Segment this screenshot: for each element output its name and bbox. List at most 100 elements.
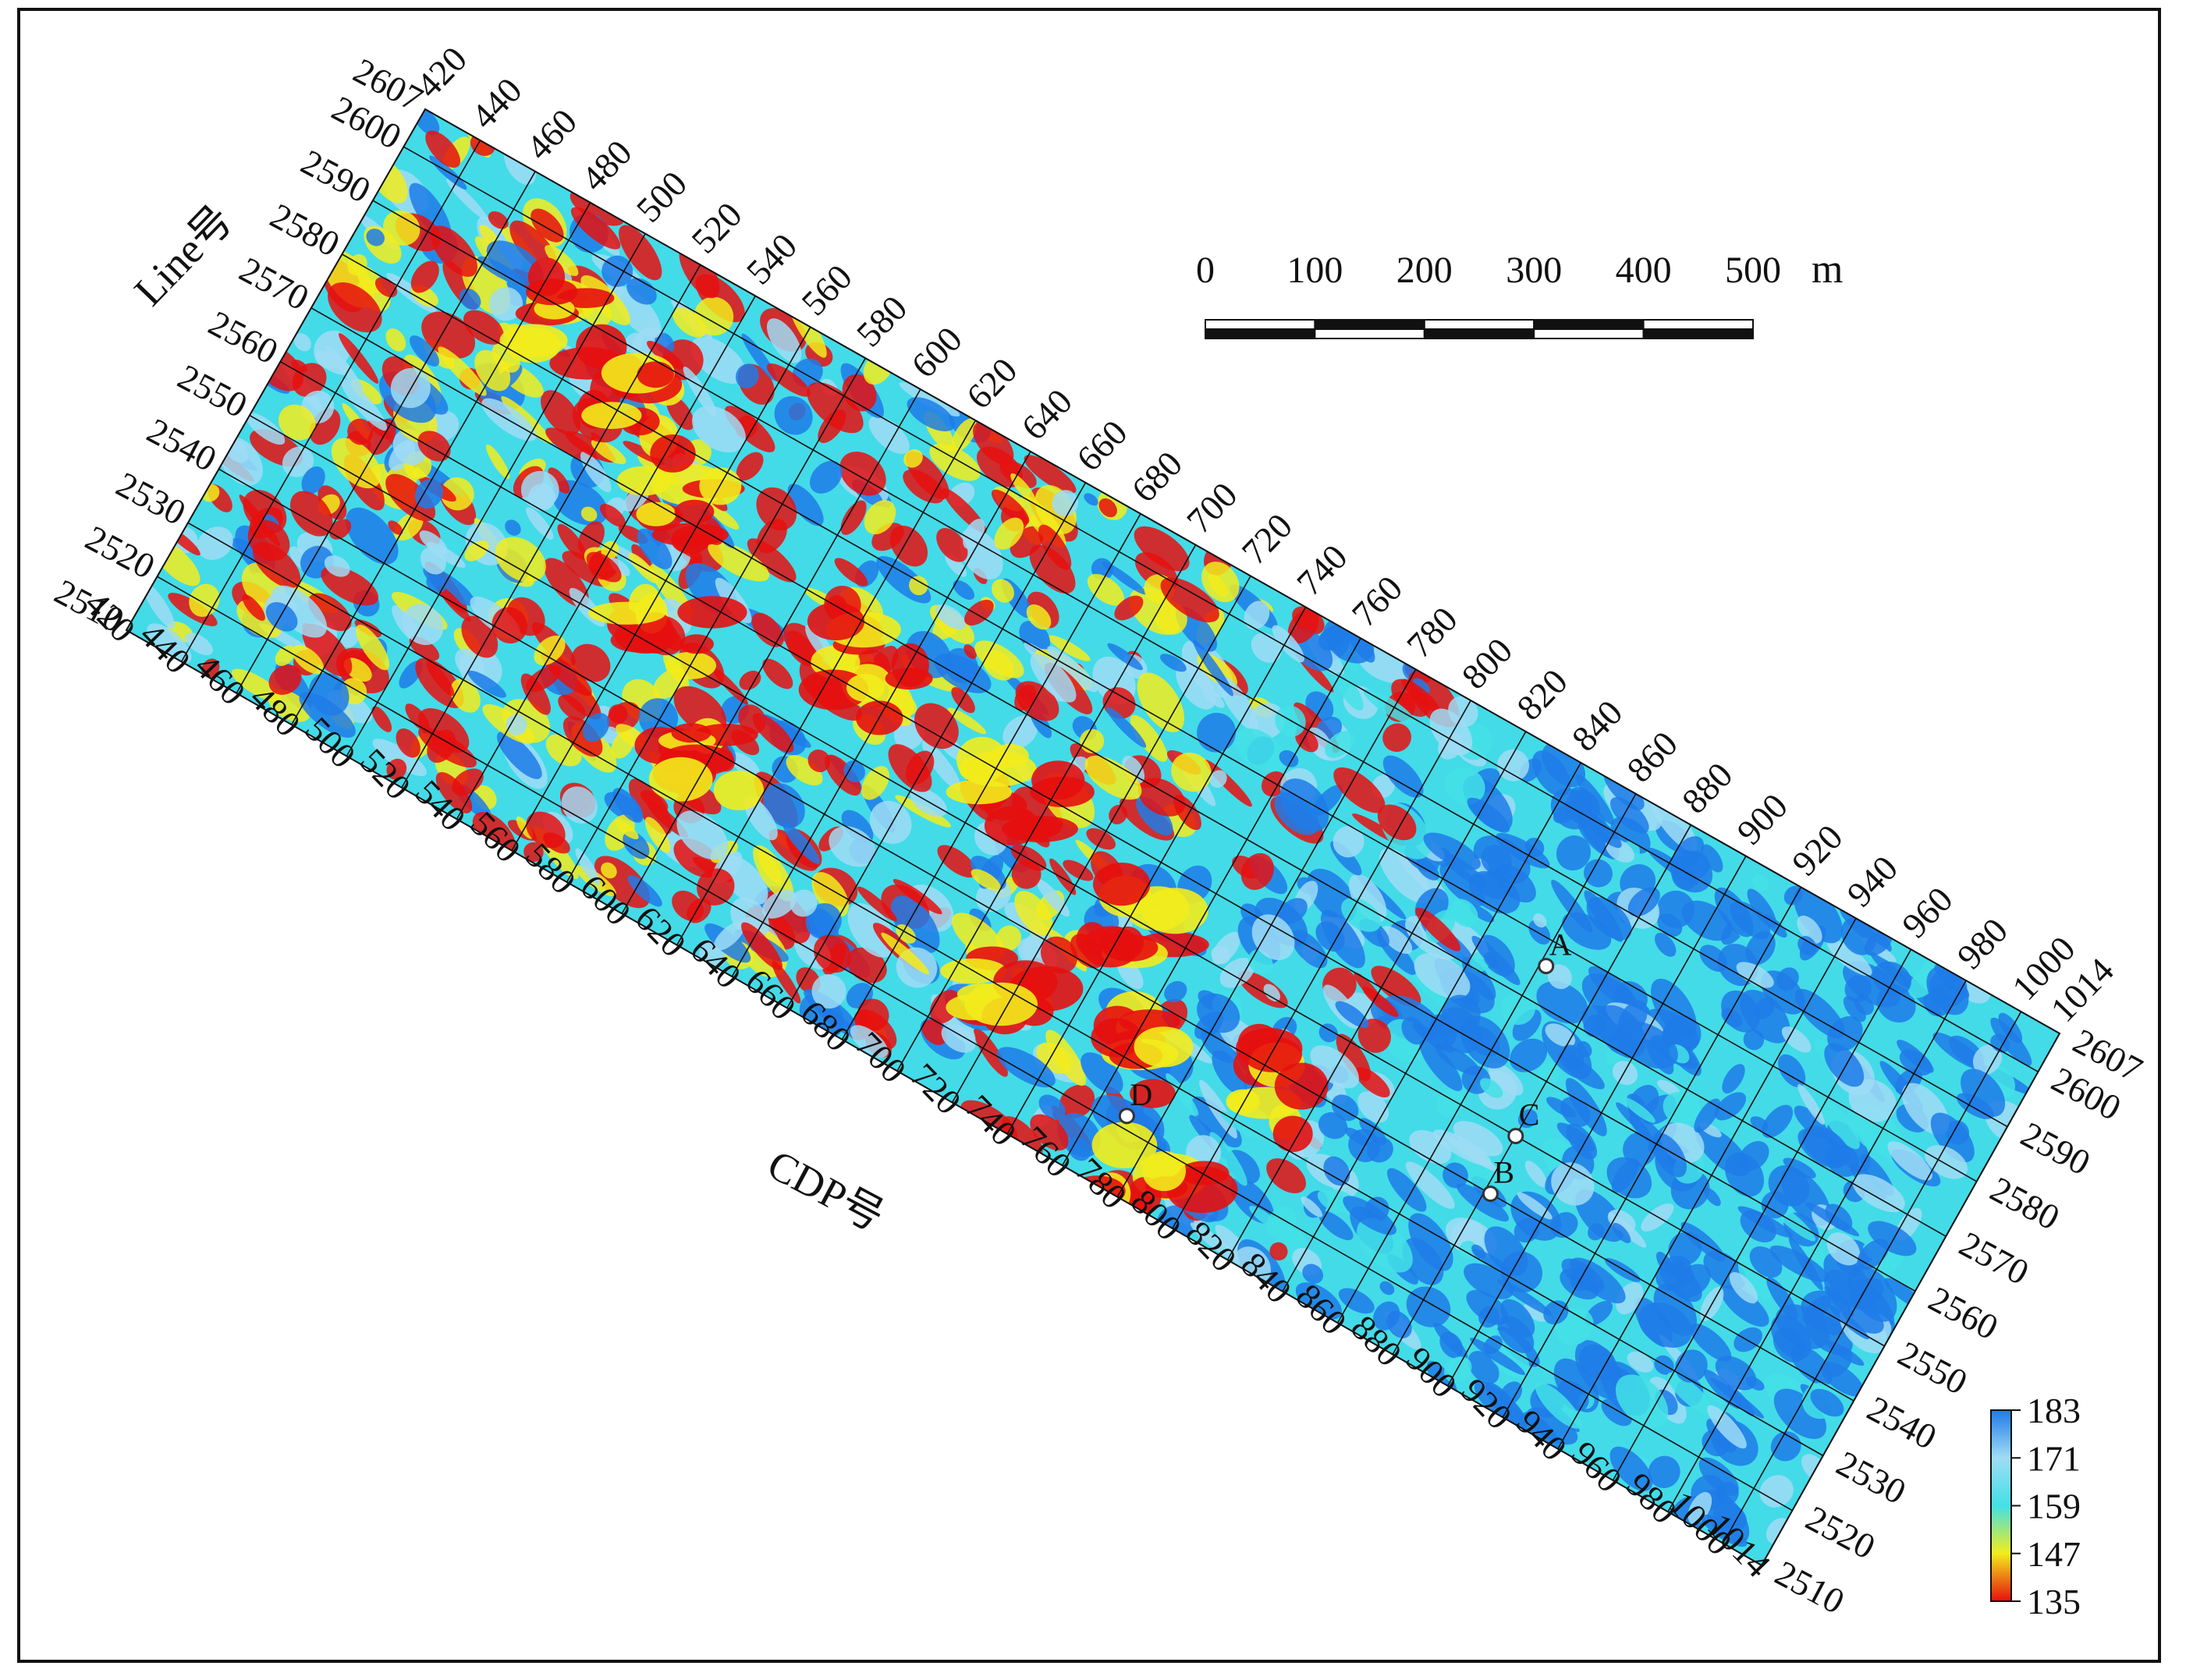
grid-line-cdp — [1336, 793, 1637, 1324]
grid-lines — [126, 108, 2060, 1566]
scale-label: 0 — [1196, 250, 1215, 291]
well-marker: D — [1118, 1077, 1152, 1125]
line-tick-label-left: 2540 — [141, 410, 223, 479]
cdp-axis-title: CDP号 — [760, 1141, 892, 1241]
grid-line-line — [372, 200, 2008, 1128]
cdp-tick-label-top: 720 — [1234, 505, 1301, 572]
grid-line-cdp — [676, 420, 977, 946]
cdp-tick-label-top: 440 — [463, 70, 530, 136]
grid-line-cdp — [401, 264, 701, 789]
scale-segment — [1423, 319, 1535, 330]
scale-segment — [1642, 319, 1755, 330]
grid-line-cdp — [1282, 762, 1582, 1292]
grid-line-cdp — [1612, 948, 1912, 1481]
cdp-tick-label-top: 600 — [903, 319, 970, 385]
grid-line-cdp — [1116, 668, 1417, 1198]
scale-label: 500 — [1725, 250, 1781, 291]
grid-line-cdp — [841, 513, 1141, 1040]
cdp-tick-label-top: 660 — [1069, 413, 1135, 479]
grid-line-cdp — [731, 451, 1031, 977]
grid-line-line — [424, 108, 2060, 1034]
well-marker: A — [1538, 927, 1572, 975]
cdp-tick-label-top: 640 — [1013, 381, 1080, 448]
cdp-tick-label-top: 700 — [1179, 474, 1245, 541]
cdp-tick-label-top: 580 — [849, 288, 915, 354]
cdp-tick-label-top: 800 — [1454, 630, 1521, 696]
scale-segment — [1642, 328, 1755, 339]
grid-line-cdp — [1172, 700, 1471, 1229]
grid-line-cdp — [291, 202, 591, 725]
line-tick-label-left: 2550 — [172, 356, 254, 425]
scale-unit: m — [1812, 247, 1843, 292]
well-markers: A CB D — [1118, 927, 1572, 1203]
well-label: A — [1549, 927, 1572, 962]
well-label: D — [1130, 1077, 1152, 1112]
cdp-tick-label-top: 860 — [1619, 724, 1685, 790]
scale-label: 200 — [1396, 250, 1453, 291]
grid-line-cdp — [1722, 1011, 2022, 1544]
colorbar: 183 171 159 147 135 — [1990, 1391, 2081, 1622]
colorbar-tick-label: 171 — [2027, 1438, 2081, 1478]
grid-line-cdp — [1667, 980, 1967, 1512]
grid-line-cdp — [456, 295, 756, 820]
scale-segment — [1314, 328, 1425, 339]
scale-segment — [1205, 328, 1316, 339]
grid-line-cdp — [346, 233, 646, 757]
scale-label: 100 — [1286, 250, 1343, 291]
scale-segment — [1533, 319, 1645, 330]
colorbar-tick-label: 147 — [2027, 1534, 2081, 1574]
cdp-tick-label-top: 520 — [683, 194, 750, 261]
scale-segment — [1314, 319, 1425, 330]
grid-line-cdp — [566, 357, 867, 883]
scale-segment — [1205, 319, 1316, 330]
grid-line-line — [311, 307, 1946, 1237]
cdp-tick-label-top: 900 — [1729, 785, 1795, 852]
line-tick-label-right: 2580 — [1984, 1169, 2066, 1238]
grid-line-cdp — [180, 140, 481, 662]
grid-line-cdp — [1447, 856, 1747, 1387]
line-tick-label-left: 2520 — [80, 518, 161, 587]
well-label: B — [1493, 1155, 1514, 1190]
grid-line-cdp — [236, 171, 536, 694]
grid-line-cdp — [951, 576, 1251, 1103]
cdp-tick-label-top: 880 — [1674, 755, 1741, 821]
survey-area — [125, 108, 2061, 1567]
grid-line-cdp — [1062, 637, 1361, 1166]
cdp-tick-label-top: 540 — [739, 225, 805, 292]
cdp-tick-label-top: 960 — [1894, 879, 1961, 945]
colorbar-tick-label: 183 — [2027, 1391, 2081, 1430]
well-marker: C — [1507, 1097, 1539, 1145]
cdp-tick-label-top: 920 — [1784, 817, 1851, 883]
cdp-tick-label-top: 740 — [1289, 537, 1355, 603]
colorbar-tick-label: 159 — [2027, 1487, 2081, 1526]
grid-line-cdp — [1761, 1033, 2060, 1566]
line-tick-label-right: 2530 — [1830, 1443, 1912, 1512]
line-tick-label-left: 2580 — [264, 196, 346, 264]
grid-line-line — [187, 522, 1824, 1457]
cdp-tick-label-top: 620 — [959, 350, 1025, 416]
grid-line-cdp — [511, 326, 811, 851]
line-tick-label-right: 2590 — [2014, 1114, 2096, 1182]
scale-bar: 0 100 200 300 400 500 m — [1196, 247, 1843, 339]
line-tick-label-right: 2560 — [1922, 1278, 2004, 1347]
line-tick-label-left: 2570 — [233, 249, 315, 317]
grid-line-cdp — [126, 108, 426, 631]
cdp-tick-label-top: 480 — [573, 133, 640, 199]
grid-line-cdp — [896, 544, 1197, 1072]
grid-line-line — [249, 414, 1885, 1347]
grid-line-line — [280, 360, 1916, 1292]
cdp-tick-label-top: 780 — [1399, 599, 1465, 665]
cdp-tick-label-top: 940 — [1840, 848, 1906, 914]
well-marker: B — [1482, 1155, 1514, 1203]
cdp-tick-label-top: 760 — [1344, 568, 1411, 634]
scale-label: 300 — [1506, 250, 1562, 291]
scale-segment — [1423, 328, 1535, 339]
cdp-tick-label-top: 820 — [1509, 661, 1575, 728]
grid-line-cdp — [621, 388, 921, 914]
cdp-tick-label-top: 680 — [1124, 444, 1191, 510]
grid-line-line — [218, 468, 1854, 1402]
line-tick-label-right: 2540 — [1861, 1388, 1943, 1457]
grid-line-line — [403, 146, 2039, 1072]
scale-label: 400 — [1616, 250, 1672, 291]
